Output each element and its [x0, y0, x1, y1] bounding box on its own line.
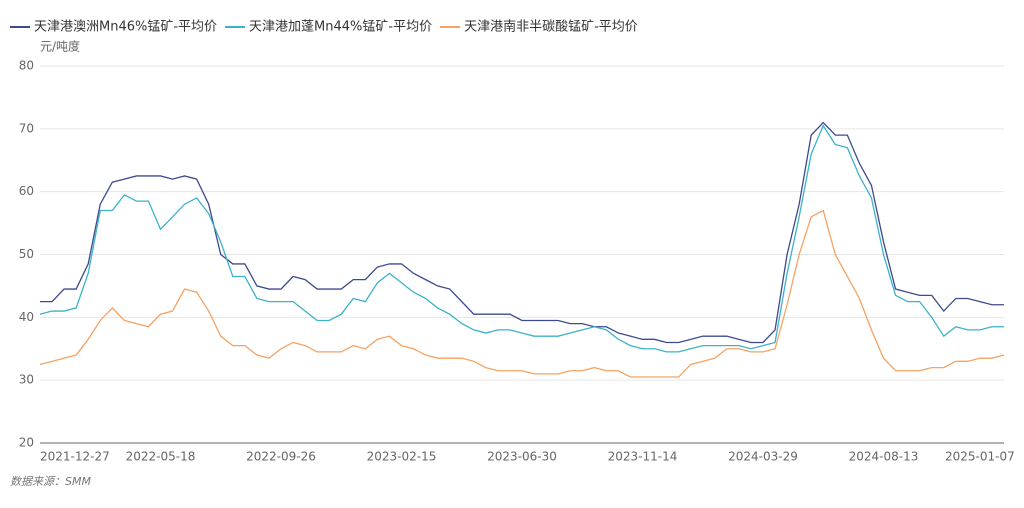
y-tick-label: 30 — [19, 373, 34, 387]
y-tick-label: 80 — [19, 59, 34, 73]
legend-label: 天津港加蓬Mn44%锰矿-平均价 — [249, 20, 432, 35]
legend-label: 天津港南非半碳酸锰矿-平均价 — [464, 19, 638, 35]
source-note: 数据来源：SMM — [10, 475, 91, 488]
y-tick-label: 50 — [19, 247, 34, 261]
x-tick-label: 2024-08-13 — [849, 450, 919, 464]
series-line — [39, 124, 1004, 353]
series-line — [40, 121, 1004, 344]
y-tick-label: 40 — [19, 310, 34, 324]
x-tick-label: 2022-09-26 — [246, 450, 316, 464]
legend-label: 天津港澳洲Mn46%锰矿-平均价 — [34, 19, 217, 35]
series-line — [39, 209, 1005, 378]
y-tick-label: 20 — [19, 436, 34, 450]
x-tick-label: 2021-12-27 — [40, 450, 110, 464]
x-tick-label: 2023-02-15 — [367, 450, 437, 464]
x-tick-label: 2025-01-07 — [945, 450, 1015, 464]
y-axis-label: 元/吨度 — [40, 39, 80, 54]
x-tick-label: 2022-05-18 — [126, 450, 196, 464]
x-tick-label: 2024-03-29 — [728, 450, 798, 464]
y-tick-label: 70 — [19, 121, 34, 135]
y-tick-label: 60 — [19, 184, 34, 198]
x-tick-label: 2023-06-30 — [487, 450, 557, 464]
x-tick-label: 2023-11-14 — [608, 450, 678, 464]
